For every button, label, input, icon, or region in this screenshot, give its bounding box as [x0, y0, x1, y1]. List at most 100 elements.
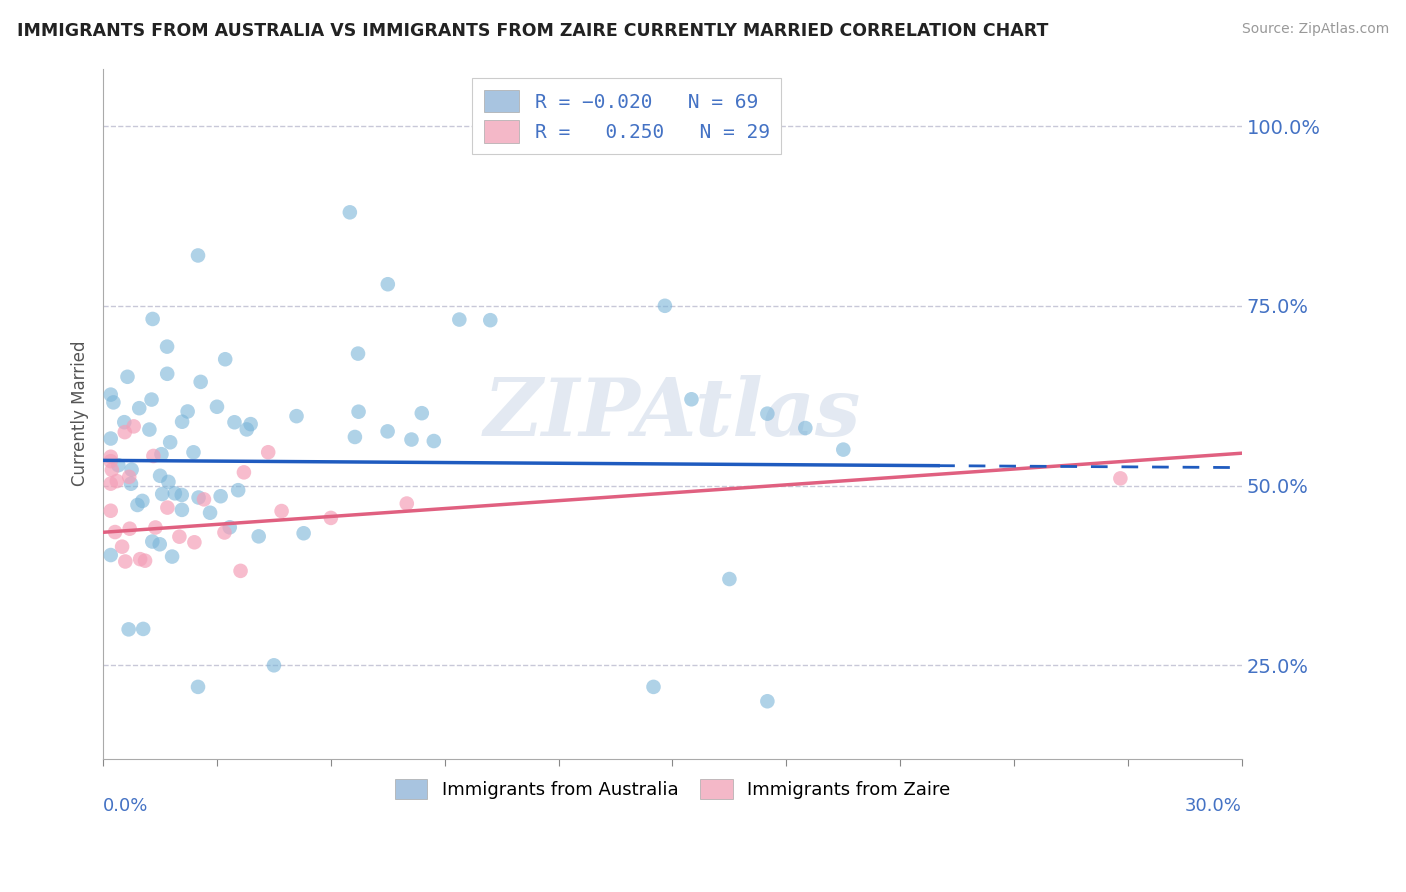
Point [193, 492, 215, 507]
Point [377, 277, 399, 292]
Point [170, 488, 193, 502]
Point [131, 494, 153, 508]
Point [411, 406, 433, 420]
Point [270, 504, 292, 518]
Point [347, 346, 370, 360]
Point [263, 658, 285, 673]
Point [100, 450, 122, 464]
Point [170, 503, 193, 517]
Point [145, 520, 167, 534]
Point [128, 401, 150, 416]
Point [190, 375, 212, 389]
Point [198, 506, 221, 520]
Point [122, 419, 145, 434]
Point [654, 299, 676, 313]
Point [218, 520, 240, 534]
Point [103, 395, 125, 409]
Point [111, 540, 134, 554]
Point [183, 445, 205, 459]
Point [226, 483, 249, 498]
Point [150, 487, 173, 501]
Point [643, 680, 665, 694]
Point [172, 415, 194, 429]
Text: IMMIGRANTS FROM AUSTRALIA VS IMMIGRANTS FROM ZAIRE CURRENTLY MARRIED CORRELATION: IMMIGRANTS FROM AUSTRALIA VS IMMIGRANTS … [17, 22, 1049, 40]
Point [100, 432, 122, 446]
Point [117, 623, 139, 637]
Point [187, 680, 209, 694]
Point [794, 421, 817, 435]
Point [132, 622, 155, 636]
Point [149, 468, 172, 483]
Point [142, 449, 165, 463]
Point [138, 423, 160, 437]
Point [107, 458, 129, 473]
Point [157, 475, 180, 489]
Point [156, 500, 179, 515]
Point [129, 552, 152, 566]
Point [156, 340, 179, 354]
Point [100, 504, 122, 518]
Point [832, 442, 855, 457]
Point [187, 248, 209, 262]
Point [257, 445, 280, 459]
Point [117, 369, 139, 384]
Point [101, 463, 124, 477]
Point [159, 435, 181, 450]
Point [1109, 471, 1132, 485]
Point [239, 417, 262, 431]
Legend: Immigrants from Australia, Immigrants from Zaire: Immigrants from Australia, Immigrants fr… [385, 770, 959, 808]
Point [423, 434, 446, 448]
Point [150, 447, 173, 461]
Point [121, 463, 143, 477]
Point [142, 312, 165, 326]
Point [118, 470, 141, 484]
Point [339, 205, 361, 219]
Point [347, 405, 370, 419]
Point [214, 352, 236, 367]
Point [209, 489, 232, 503]
Point [183, 535, 205, 549]
Point [100, 476, 122, 491]
Point [114, 554, 136, 568]
Point [756, 407, 779, 421]
Text: 30.0%: 30.0% [1185, 797, 1241, 814]
Point [232, 466, 254, 480]
Point [100, 387, 122, 401]
Point [319, 511, 342, 525]
Point [149, 537, 172, 551]
Point [169, 530, 191, 544]
Point [343, 430, 366, 444]
Point [118, 522, 141, 536]
Point [479, 313, 502, 327]
Point [176, 404, 198, 418]
Point [395, 496, 418, 510]
Point [160, 549, 183, 564]
Text: Source: ZipAtlas.com: Source: ZipAtlas.com [1241, 22, 1389, 37]
Point [718, 572, 741, 586]
Point [681, 392, 703, 407]
Text: 0.0%: 0.0% [103, 797, 149, 814]
Point [104, 524, 127, 539]
Point [156, 367, 179, 381]
Point [141, 534, 163, 549]
Point [120, 476, 142, 491]
Point [229, 564, 252, 578]
Point [100, 548, 122, 562]
Point [127, 498, 149, 512]
Point [187, 491, 209, 505]
Point [292, 526, 315, 541]
Point [285, 409, 308, 424]
Point [377, 425, 399, 439]
Point [163, 486, 186, 500]
Text: ZIPAtlas: ZIPAtlas [484, 375, 860, 452]
Point [100, 454, 122, 468]
Point [205, 400, 228, 414]
Point [112, 415, 135, 429]
Point [449, 312, 471, 326]
Point [105, 474, 128, 488]
Point [236, 422, 259, 436]
Point [214, 525, 236, 540]
Y-axis label: Currently Married: Currently Married [72, 341, 89, 486]
Point [247, 529, 270, 543]
Point [134, 554, 156, 568]
